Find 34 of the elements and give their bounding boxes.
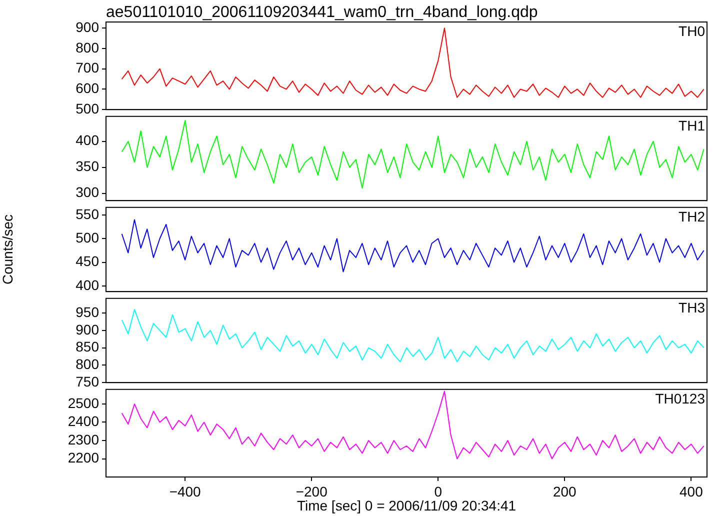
x-axis-title: Time [sec] 0 = 2006/11/09 20:34:41 (296, 497, 516, 514)
y-tick-label: 950 (76, 304, 100, 320)
y-tick-label: 800 (76, 356, 100, 372)
chart-title: ae501101010_20061109203441_wam0_trn_4band_long.qdp (106, 4, 538, 21)
y-tick-label: 550 (76, 206, 100, 222)
y-tick-label: 2400 (68, 413, 100, 430)
y-tick-label: 350 (76, 158, 100, 174)
x-tick-label: −400 (169, 483, 202, 500)
x-tick-label: −200 (296, 483, 328, 500)
y-tick-label: 900 (76, 321, 100, 338)
y-tick-label: 2500 (68, 394, 100, 411)
y-tick-label: 500 (76, 229, 100, 246)
y-tick-label: 400 (76, 276, 100, 293)
series-label: TH2 (678, 208, 706, 224)
y-tick-label: 850 (76, 338, 100, 355)
y-tick-label: 600 (76, 80, 100, 96)
series-label: TH3 (678, 299, 706, 316)
series-label: TH1 (678, 117, 706, 134)
y-tick-label: 800 (76, 39, 100, 56)
y-tick-label: 2300 (68, 431, 100, 448)
text: TH0123 (655, 390, 706, 406)
y-tick-label: 2200 (68, 450, 100, 466)
y-axis-title: Counts/sec (0, 214, 16, 285)
y-tick-label: 750 (76, 373, 100, 390)
x-tick-label: 400 (680, 483, 704, 500)
y-tick-label: 450 (76, 253, 100, 270)
text: TH0 (678, 22, 706, 39)
y-tick-label: 300 (76, 184, 100, 200)
x-tick-label: 0 (434, 483, 442, 500)
x-tick-label: 200 (552, 483, 577, 500)
y-tick-label: 500 (76, 100, 100, 116)
y-tick-label: 900 (76, 18, 100, 35)
y-tick-label: 400 (76, 132, 100, 148)
y-tick-label: 700 (76, 60, 100, 76)
